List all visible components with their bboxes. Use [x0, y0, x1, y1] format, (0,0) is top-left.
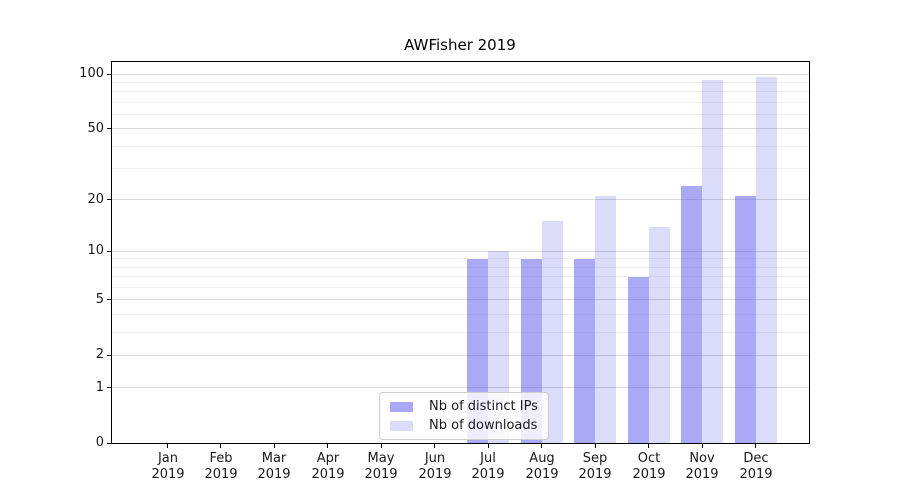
- x-tick-mark: [327, 444, 328, 448]
- x-tick-mark: [755, 444, 756, 448]
- gridline-minor: [111, 287, 809, 288]
- bar: [755, 77, 777, 443]
- y-tick-mark: [107, 74, 111, 75]
- x-tick-mark: [648, 444, 649, 448]
- x-tick-mark: [167, 444, 168, 448]
- x-tick-label: Nov 2019: [685, 451, 719, 482]
- x-tick-label: Dec 2019: [739, 451, 773, 482]
- gridline-minor: [111, 258, 809, 259]
- y-tick-label: 50: [87, 121, 104, 136]
- y-tick-label: 5: [95, 292, 104, 307]
- gridline-major: [111, 74, 809, 75]
- y-tick-label: 2: [95, 347, 104, 362]
- y-tick-mark: [107, 128, 111, 129]
- y-tick-mark: [107, 299, 111, 300]
- chart-title: AWFisher 2019: [404, 36, 516, 54]
- x-tick-label: Apr 2019: [311, 451, 345, 482]
- bar: [734, 195, 756, 443]
- y-tick-label: 100: [79, 66, 104, 81]
- x-tick-mark: [381, 444, 382, 448]
- x-tick-label: Oct 2019: [632, 451, 666, 482]
- x-tick-label: Jan 2019: [151, 451, 185, 482]
- x-tick-mark: [220, 444, 221, 448]
- x-tick-mark: [274, 444, 275, 448]
- y-tick-mark: [107, 443, 111, 444]
- gridline-major: [111, 299, 809, 300]
- legend-swatch-icon: [390, 401, 413, 412]
- spine-bottom: [111, 443, 810, 444]
- x-tick-label: Sep 2019: [578, 451, 612, 482]
- gridline-major: [111, 199, 809, 200]
- x-tick-mark: [488, 444, 489, 448]
- gridline-minor: [111, 276, 809, 277]
- gridline-minor: [111, 267, 809, 268]
- x-tick-label: Feb 2019: [204, 451, 238, 482]
- gridline-minor: [111, 314, 809, 315]
- x-tick-mark: [541, 444, 542, 448]
- x-tick-label: Jun 2019: [418, 451, 452, 482]
- gridline-major: [111, 355, 809, 356]
- y-tick-label: 0: [95, 435, 104, 450]
- plot-area: [111, 61, 809, 443]
- bar: [702, 79, 724, 443]
- gridline-major: [111, 128, 809, 129]
- x-tick-mark: [595, 444, 596, 448]
- bar: [681, 185, 703, 443]
- legend: Nb of distinct IPs Nb of downloads: [379, 392, 549, 440]
- gridline-minor: [111, 114, 809, 115]
- x-tick-label: Mar 2019: [257, 451, 291, 482]
- gridline-major: [111, 251, 809, 252]
- y-tick-mark: [107, 355, 111, 356]
- gridline-minor: [111, 82, 809, 83]
- y-tick-mark: [107, 251, 111, 252]
- gridline-minor: [111, 168, 809, 169]
- x-tick-label: Jul 2019: [471, 451, 505, 482]
- y-tick-mark: [107, 199, 111, 200]
- bar: [541, 221, 563, 443]
- y-tick-label: 10: [87, 243, 104, 258]
- legend-label: Nb of distinct IPs: [429, 399, 538, 414]
- gridline-minor: [111, 146, 809, 147]
- gridline-minor: [111, 332, 809, 333]
- bar: [574, 259, 596, 443]
- bar: [648, 226, 670, 443]
- gridline-minor: [111, 91, 809, 92]
- spine-left: [111, 61, 112, 444]
- x-tick-label: Aug 2019: [525, 451, 559, 482]
- gridline-major: [111, 387, 809, 388]
- x-tick-mark: [434, 444, 435, 448]
- legend-row: Nb of distinct IPs: [390, 399, 538, 414]
- x-tick-mark: [702, 444, 703, 448]
- x-tick-label: May 2019: [364, 451, 398, 482]
- spine-right: [809, 61, 810, 444]
- bar: [595, 195, 617, 443]
- legend-label: Nb of downloads: [429, 418, 538, 433]
- bar: [627, 276, 649, 443]
- legend-row: Nb of downloads: [390, 418, 538, 433]
- gridline-minor: [111, 102, 809, 103]
- y-tick-label: 1: [95, 380, 104, 395]
- legend-swatch-icon: [390, 420, 413, 431]
- spine-top: [111, 61, 810, 62]
- y-tick-mark: [107, 387, 111, 388]
- y-tick-label: 20: [87, 192, 104, 207]
